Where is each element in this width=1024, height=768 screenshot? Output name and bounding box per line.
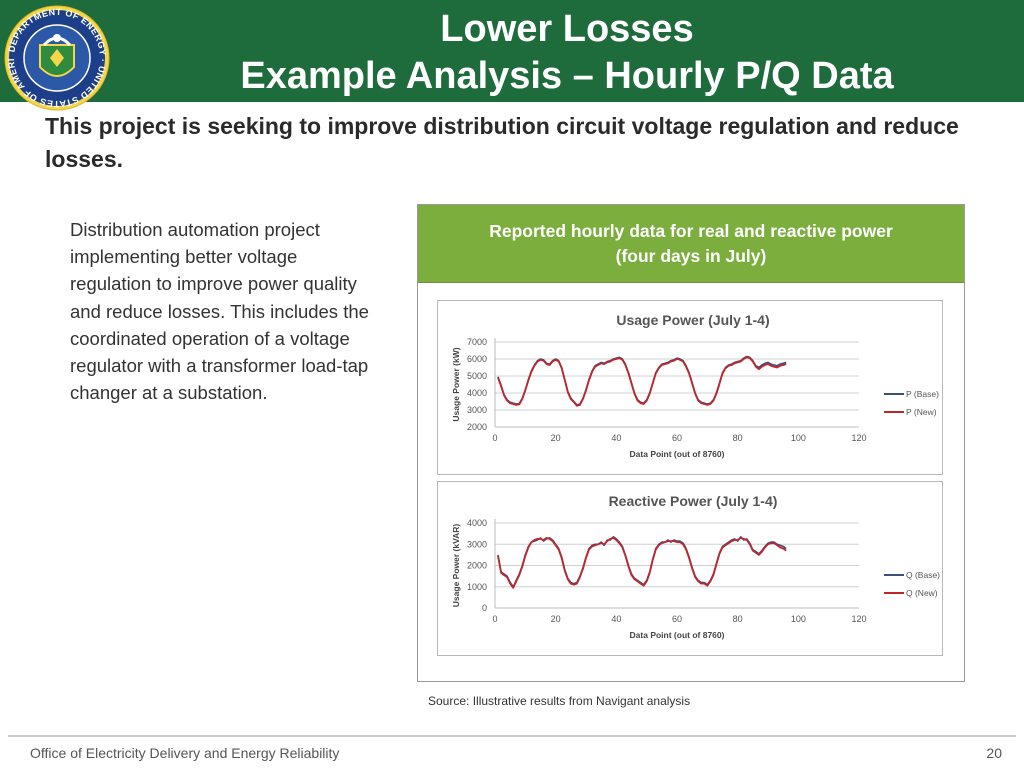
x-tick-label: 20 [551,614,561,624]
panel-heading-text: Reported hourly data for real and reacti… [428,219,954,269]
x-tick-label: 80 [733,614,743,624]
body-paragraph: Distribution automation project implemen… [70,219,369,404]
panel-heading-line2: (four days in July) [615,246,767,266]
x-tick-label: 60 [672,433,682,443]
doe-seal-logo: DEPARTMENT OF ENERGY · UNITED STATES OF … [4,5,110,111]
y-tick-label: 4000 [467,518,487,528]
page-title-line1: Lower Losses [440,8,694,50]
x-tick-label: 40 [611,433,621,443]
x-tick-label: 0 [492,614,497,624]
page-number: 20 [986,745,1002,761]
x-tick-label: 20 [551,433,561,443]
reactive-power-chart: Reactive Power (July 1-4) 0 1000 2000 3000 40… [437,481,943,656]
x-tick-label: 100 [791,433,806,443]
x-axis-label: Data Point (out of 8760) [630,449,725,459]
x-tick-label: 120 [851,433,866,443]
panel-heading-line1: Reported hourly data for real and reacti… [489,221,893,241]
panel-heading: Reported hourly data for real and reacti… [418,205,964,283]
footer-org: Office of Electricity Delivery and Energ… [30,745,340,761]
chart-title: Reactive Power (July 1-4) [609,493,778,509]
x-axis-label: Data Point (out of 8760) [630,630,725,640]
y-tick-label: 6000 [467,354,487,364]
series-line-new [497,356,787,407]
source-note: Source: Illustrative results from Naviga… [428,694,691,708]
title-bar: DEPARTMENT OF ENERGY · UNITED STATES OF … [0,0,1024,111]
legend-label: Q (Base) [906,570,940,580]
reactive-power-chart-svg: Reactive Power (July 1-4)010002000300040… [451,493,940,640]
footer-divider [8,735,1016,737]
y-tick-label: 5000 [467,371,487,381]
usage-power-chart: Usage Power (July 1-4) 2000 3000 4000 5000 60… [437,300,943,475]
y-tick-label: 7000 [467,337,487,347]
series-line-new [497,537,787,589]
legend-label: P (Base) [906,389,939,399]
y-tick-label: 1000 [467,582,487,592]
y-tick-label: 4000 [467,388,487,398]
series-line-base [497,355,787,406]
x-tick-label: 80 [733,433,743,443]
y-tick-label: 2000 [467,561,487,571]
x-tick-label: 100 [791,614,806,624]
x-tick-label: 40 [611,614,621,624]
y-tick-label: 0 [482,603,487,613]
x-tick-label: 120 [851,614,866,624]
chart-title: Usage Power (July 1-4) [616,312,769,328]
y-tick-label: 3000 [467,539,487,549]
y-axis-label: Usage Power (kW) [451,347,461,421]
x-tick-label: 0 [492,433,497,443]
x-tick-label: 60 [672,614,682,624]
intro-text: This project is seeking to improve distr… [45,113,959,172]
usage-power-chart-svg: Usage Power (July 1-4) 2000 3000 4000 5000 60… [451,312,939,459]
y-tick-label: 3000 [467,405,487,415]
page-title-line2: Example Analysis – Hourly P/Q Data [240,55,894,97]
legend-label: P (New) [906,407,937,417]
y-tick-label: 2000 [467,422,487,432]
y-axis-label: Usage Power (kVAR) [451,524,461,608]
legend-label: Q (New) [906,588,938,598]
